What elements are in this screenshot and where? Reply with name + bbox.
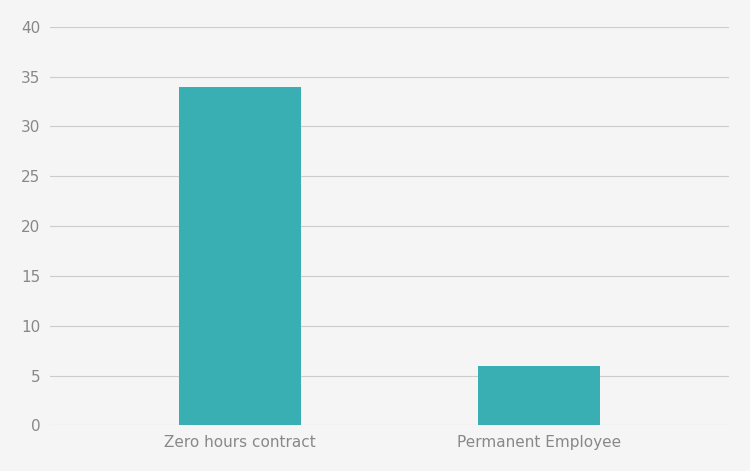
Bar <box>478 365 600 425</box>
Bar <box>179 87 302 425</box>
